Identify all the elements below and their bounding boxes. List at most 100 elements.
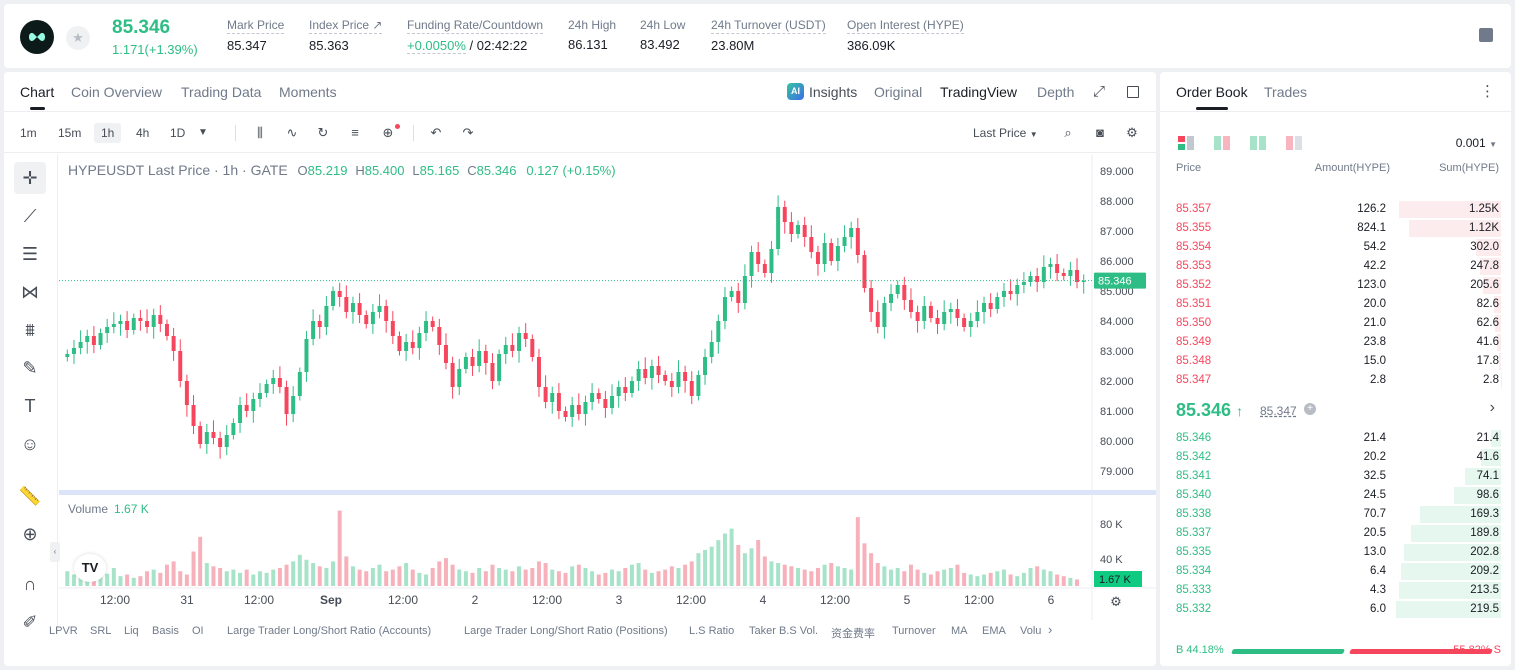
indicator-turnover[interactable]: Turnover bbox=[892, 625, 936, 637]
candle-body bbox=[729, 291, 734, 297]
book-icon[interactable] bbox=[1479, 28, 1493, 42]
timeframe-4h[interactable]: 4h bbox=[136, 126, 150, 140]
template-icon[interactable]: ≡ bbox=[351, 125, 359, 140]
candle-body bbox=[629, 381, 634, 393]
tab-chart[interactable]: Chart bbox=[20, 84, 55, 110]
refresh-icon[interactable]: ↻ bbox=[317, 125, 329, 140]
timeframe-15m[interactable]: 15m bbox=[58, 126, 82, 140]
timeframe-1d[interactable]: 1D bbox=[170, 126, 186, 140]
add-indicator-icon[interactable]: ⊕ bbox=[382, 125, 394, 140]
tab-coin-overview[interactable]: Coin Overview bbox=[71, 84, 163, 100]
settings-gear-icon[interactable]: ⚙ bbox=[1126, 125, 1138, 140]
bid-row[interactable]: 85.338 70.7 169.3 bbox=[1160, 505, 1511, 524]
horizontal-lines-icon[interactable]: ☰ bbox=[21, 243, 39, 264]
timeframe-dropdown-icon[interactable]: ▼ bbox=[198, 127, 208, 138]
info-plus-icon[interactable]: + bbox=[1304, 403, 1316, 415]
candle-body bbox=[769, 249, 774, 273]
bid-row[interactable]: 85.335 13.0 202.8 bbox=[1160, 543, 1511, 562]
ask-row[interactable]: 85.353 42.2 247.8 bbox=[1160, 257, 1511, 276]
indicator-volume[interactable]: Volu bbox=[1020, 625, 1042, 637]
timeframe-1h[interactable]: 1h bbox=[94, 123, 122, 143]
zoom-in-icon[interactable]: ⊕ bbox=[22, 523, 38, 544]
camera-icon[interactable]: ◙ bbox=[1096, 125, 1104, 140]
fullscreen-icon[interactable]: ⤢ bbox=[1093, 83, 1106, 100]
indicator-lpvr[interactable]: LPVR bbox=[49, 625, 78, 637]
volume-bar bbox=[948, 567, 953, 586]
indicator-ls-ratio[interactable]: L.S Ratio bbox=[689, 625, 735, 637]
indicator-taker-vol[interactable]: Taker B.S Vol. bbox=[749, 625, 819, 637]
window-icon[interactable] bbox=[1127, 86, 1139, 98]
tab-moments[interactable]: Moments bbox=[279, 84, 337, 100]
ruler-icon[interactable]: 📏 bbox=[18, 485, 42, 506]
ask-row[interactable]: 85.350 21.0 62.6 bbox=[1160, 314, 1511, 333]
trend-line-icon[interactable]: ⟋ bbox=[23, 205, 37, 226]
collapse-toolbar-icon[interactable]: ‹ bbox=[50, 542, 60, 562]
ask-row[interactable]: 85.355 824.1 1.12K bbox=[1160, 219, 1511, 238]
favorite-star-icon[interactable]: ★ bbox=[66, 26, 90, 50]
indicator-ema[interactable]: EMA bbox=[982, 625, 1006, 637]
ask-row[interactable]: 85.351 20.0 82.6 bbox=[1160, 295, 1511, 314]
view-both-alt-icon[interactable] bbox=[1214, 136, 1230, 155]
indicator-ltlsr-positions[interactable]: Large Trader Long/Short Ratio (Positions… bbox=[464, 625, 668, 637]
bid-row[interactable]: 85.341 32.5 74.1 bbox=[1160, 467, 1511, 486]
depth-button[interactable]: Depth bbox=[1037, 84, 1075, 100]
candle-type-icon[interactable]: ⫼ bbox=[257, 125, 263, 140]
tab-order-book[interactable]: Order Book bbox=[1176, 84, 1248, 110]
ask-row[interactable]: 85.348 15.0 17.8 bbox=[1160, 352, 1511, 371]
emoji-icon[interactable]: ☺ bbox=[20, 433, 40, 454]
pattern-icon[interactable]: ⋈ bbox=[21, 281, 39, 302]
bid-row[interactable]: 85.337 20.5 189.8 bbox=[1160, 524, 1511, 543]
indicator-oi[interactable]: OI bbox=[192, 625, 204, 637]
crosshair-icon[interactable]: ✛ bbox=[14, 162, 46, 194]
timeframe-1m[interactable]: 1m bbox=[20, 126, 37, 140]
magnet-icon[interactable]: ∩ bbox=[23, 573, 37, 594]
scroll-right-icon[interactable]: › bbox=[1048, 622, 1053, 637]
indicator-basis[interactable]: Basis bbox=[152, 625, 179, 637]
view-both-icon[interactable] bbox=[1178, 136, 1194, 155]
bid-row[interactable]: 85.346 21.4 21.4 bbox=[1160, 429, 1511, 448]
bid-row[interactable]: 85.340 24.5 98.6 bbox=[1160, 486, 1511, 505]
tab-trading-data[interactable]: Trading Data bbox=[181, 84, 262, 100]
fib-icon[interactable]: ⩩ bbox=[25, 319, 35, 340]
redo-icon[interactable]: ↷ bbox=[462, 125, 474, 140]
candle-body bbox=[1061, 273, 1066, 276]
stat-index-price[interactable]: Index Price ↗ 85.363 bbox=[309, 18, 383, 53]
undo-icon[interactable]: ↶ bbox=[430, 125, 442, 140]
indicators-icon[interactable]: ∿ bbox=[286, 125, 298, 140]
volume-bar bbox=[404, 563, 409, 586]
indicator-ma[interactable]: MA bbox=[951, 625, 968, 637]
ask-row[interactable]: 85.354 54.2 302.0 bbox=[1160, 238, 1511, 257]
precision-select[interactable]: 0.001 ▼ bbox=[1455, 136, 1497, 150]
pencil-lock-icon[interactable]: ✐ bbox=[22, 611, 38, 632]
chevron-right-icon[interactable]: › bbox=[1489, 399, 1495, 416]
candlestick-chart[interactable]: 89.000 88.000 87.000 86.000 85.000 84.000 83.0… bbox=[59, 154, 1156, 620]
view-bids-icon[interactable] bbox=[1250, 136, 1266, 155]
row-sum: 1.25K bbox=[1468, 203, 1499, 215]
indicator-liq[interactable]: Liq bbox=[124, 625, 139, 637]
volume-bar bbox=[483, 571, 488, 586]
tradingview-button[interactable]: TradingView bbox=[940, 84, 1018, 100]
search-icon[interactable]: ⌕ bbox=[1064, 125, 1072, 140]
text-tool-icon[interactable]: T bbox=[24, 395, 36, 416]
ask-row[interactable]: 85.357 126.2 1.25K bbox=[1160, 200, 1511, 219]
insights-button[interactable]: Insights bbox=[809, 84, 858, 100]
bid-row[interactable]: 85.342 20.2 41.6 bbox=[1160, 448, 1511, 467]
more-menu-icon[interactable]: ⋮ bbox=[1480, 83, 1495, 100]
bid-row[interactable]: 85.332 6.0 219.5 bbox=[1160, 600, 1511, 619]
ask-row[interactable]: 85.352 123.0 205.6 bbox=[1160, 276, 1511, 295]
bid-row[interactable]: 85.333 4.3 213.5 bbox=[1160, 581, 1511, 600]
candle-body bbox=[450, 363, 455, 387]
view-asks-icon[interactable] bbox=[1286, 136, 1302, 155]
brush-icon[interactable]: ✎ bbox=[22, 357, 38, 378]
indicator-srl[interactable]: SRL bbox=[90, 625, 112, 637]
indicator-ltlsr-accounts[interactable]: Large Trader Long/Short Ratio (Accounts) bbox=[227, 625, 432, 637]
ask-row[interactable]: 85.347 2.8 2.8 bbox=[1160, 371, 1511, 390]
price-type-select[interactable]: Last Price ▼ bbox=[973, 126, 1038, 140]
ask-row[interactable]: 85.349 23.8 41.6 bbox=[1160, 333, 1511, 352]
candle-body bbox=[251, 399, 256, 411]
original-button[interactable]: Original bbox=[874, 84, 923, 100]
indicator-funding[interactable]: 资金费率 bbox=[831, 628, 875, 640]
bid-row[interactable]: 85.334 6.4 209.2 bbox=[1160, 562, 1511, 581]
tab-trades[interactable]: Trades bbox=[1264, 84, 1308, 100]
candle-body bbox=[603, 399, 608, 408]
